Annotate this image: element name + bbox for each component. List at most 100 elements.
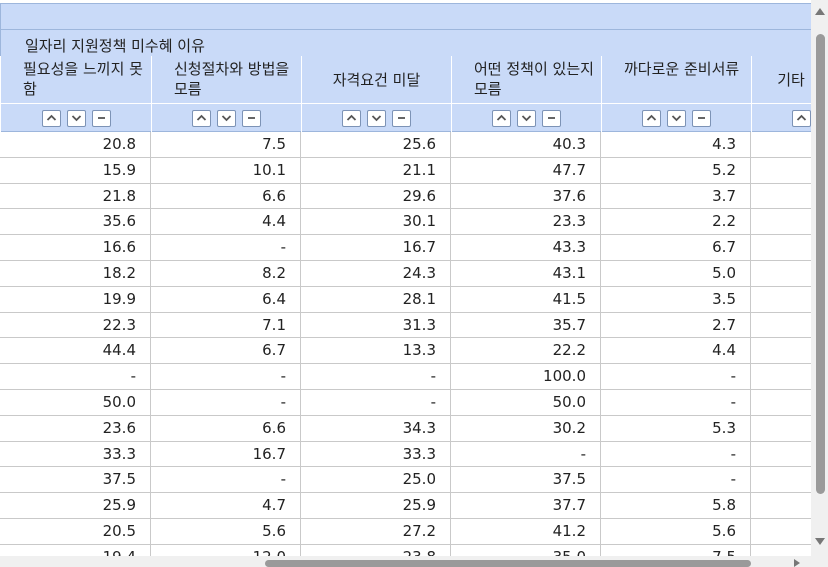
column-collapse-icon[interactable] [542, 109, 561, 127]
scroll-down-icon[interactable] [815, 538, 825, 545]
sort-descending-icon[interactable] [667, 109, 686, 127]
table-cell: - [601, 467, 751, 493]
table-cell: 34.3 [301, 415, 451, 441]
column-controls-4 [451, 104, 601, 132]
table-row: 44.4 6.7 13.3 22.2 4.4 [0, 338, 811, 365]
table-cell: - [0, 364, 151, 389]
table-cell: 7.5 [151, 132, 301, 157]
table-cell: 5.2 [601, 157, 751, 183]
table-row: - - -100.0- [0, 364, 811, 390]
table-cell [751, 158, 811, 183]
sort-ascending-icon[interactable] [792, 109, 811, 127]
column-header-documents[interactable]: 까다로운 준비서류 [601, 56, 751, 104]
sort-descending-icon[interactable] [517, 109, 536, 127]
table-cell: 21.1 [301, 157, 451, 183]
table-cell: 5.6 [601, 518, 751, 544]
table-cell: 15.9 [0, 157, 151, 183]
column-header-unnecessary[interactable]: 필요성을 느끼지 못함 [0, 56, 151, 104]
scroll-right-icon[interactable] [794, 559, 800, 567]
sort-ascending-icon[interactable] [41, 109, 61, 127]
table-cell: 4.4 [601, 338, 751, 364]
column-collapse-icon[interactable] [91, 109, 111, 127]
table-cell [751, 467, 811, 492]
data-grid: 일자리 지원정책 미수혜 이유 필요성을 느끼지 못함 신청절차와 방법을 모름… [0, 3, 811, 556]
table-cell [751, 416, 811, 441]
table-row: 33.3 16.7 33.3- - [0, 441, 811, 468]
table-cell: - [451, 441, 601, 467]
table-cell: 23.8 [301, 544, 451, 556]
table-cell: 37.5 [451, 467, 601, 493]
table-row: 20.5 5.6 27.2 41.2 5.6 [0, 518, 811, 545]
table-cell: - [301, 364, 451, 389]
table-cell: 43.3 [451, 235, 601, 260]
sort-ascending-icon[interactable] [642, 109, 661, 127]
table-cell: 20.5 [0, 518, 151, 544]
table-cell: 44.4 [0, 338, 151, 364]
table-cell: 2.2 [601, 209, 751, 235]
table-cell: 41.2 [451, 518, 601, 544]
sort-ascending-icon[interactable] [492, 109, 511, 127]
vertical-scrollbar[interactable] [811, 0, 828, 556]
table-cell [751, 132, 811, 157]
column-collapse-icon[interactable] [392, 109, 411, 127]
table-cell: 10.1 [151, 157, 301, 183]
table-cell [751, 313, 811, 338]
column-controls-6 [751, 104, 811, 132]
column-header-other[interactable]: 기타 [751, 56, 811, 104]
table-cell: 30.1 [301, 209, 451, 235]
table-cell [751, 390, 811, 415]
table-cell [751, 261, 811, 286]
horizontal-scrollbar[interactable] [0, 556, 828, 567]
table-cell: 25.6 [301, 132, 451, 157]
table-cell: 5.8 [601, 493, 751, 518]
vertical-scroll-thumb[interactable] [816, 34, 825, 494]
horizontal-scroll-thumb[interactable] [265, 560, 751, 567]
table-row: 15.9 10.1 21.1 47.7 5.2 [0, 157, 811, 184]
column-collapse-icon[interactable] [692, 109, 711, 127]
column-header-row: 필요성을 느끼지 못함 신청절차와 방법을 모름 자격요건 미달 어떤 정책이 … [0, 56, 811, 104]
table-cell: 19.9 [0, 286, 151, 312]
table-row: 35.6 4.4 30.1 23.3 2.2 [0, 209, 811, 236]
table-cell: 30.2 [451, 415, 601, 441]
sort-ascending-icon[interactable] [342, 109, 361, 127]
table-cell: - [301, 389, 451, 415]
scroll-up-icon[interactable] [815, 8, 825, 15]
sort-ascending-icon[interactable] [192, 109, 211, 127]
table-cell: 5.3 [601, 415, 751, 441]
table-cell [751, 364, 811, 389]
table-cell: 37.6 [451, 183, 601, 209]
table-cell: 47.7 [451, 157, 601, 183]
table-cell: 25.9 [0, 493, 151, 518]
table-cell [751, 287, 811, 312]
table-row: 21.8 6.6 29.6 37.6 3.7 [0, 183, 811, 210]
table-cell: 100.0 [451, 364, 601, 389]
table-cell: 4.4 [151, 209, 301, 235]
table-cell [751, 184, 811, 209]
data-grid-viewport: 일자리 지원정책 미수혜 이유 필요성을 느끼지 못함 신청절차와 방법을 모름… [0, 3, 811, 556]
table-cell: 37.7 [451, 493, 601, 518]
table-cell: 3.5 [601, 286, 751, 312]
table-cell: - [601, 364, 751, 389]
table-cell: 24.3 [301, 260, 451, 286]
column-group-title: 일자리 지원정책 미수혜 이유 [25, 37, 205, 55]
column-header-unknown-procedure[interactable]: 신청절차와 방법을 모름 [151, 56, 301, 104]
sort-descending-icon[interactable] [367, 109, 386, 127]
table-row: 25.9 4.7 25.9 37.7 5.8 [0, 493, 811, 519]
table-cell: 6.6 [151, 415, 301, 441]
table-cell: 5.0 [601, 260, 751, 286]
sort-descending-icon[interactable] [217, 109, 236, 127]
table-cell: 23.6 [0, 415, 151, 441]
table-cell: 7.5 [601, 544, 751, 556]
table-cell: 29.6 [301, 183, 451, 209]
column-collapse-icon[interactable] [242, 109, 261, 127]
sort-descending-icon[interactable] [66, 109, 86, 127]
column-controls-5 [601, 104, 751, 132]
column-header-ineligible[interactable]: 자격요건 미달 [301, 56, 451, 104]
table-row: 19.412.023.835.07.5 [0, 544, 811, 556]
table-cell: 33.3 [0, 441, 151, 467]
table-cell: 18.2 [0, 260, 151, 286]
column-header-unknown-policy[interactable]: 어떤 정책이 있는지 모름 [451, 56, 601, 104]
table-cell: 25.0 [301, 467, 451, 493]
table-cell: - [151, 235, 301, 260]
column-controls-3 [301, 104, 451, 132]
